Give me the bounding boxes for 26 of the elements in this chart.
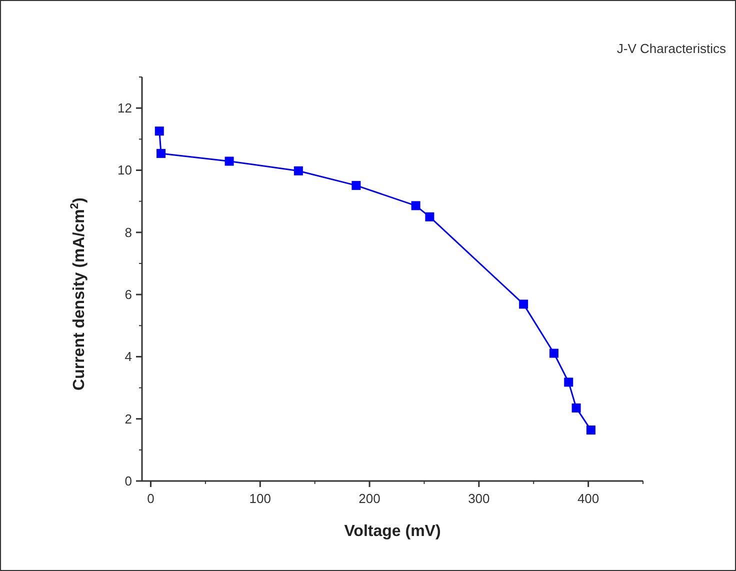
x-tick-label: 0: [147, 491, 154, 506]
x-tick-label: 400: [577, 491, 600, 506]
x-axis-title: Voltage (mV): [344, 523, 441, 540]
y-tick-label: 6: [124, 287, 132, 302]
point: [519, 300, 528, 309]
y-tick-label: 10: [118, 162, 132, 178]
point: [586, 426, 596, 435]
point: [564, 378, 574, 387]
point: [294, 166, 303, 176]
point: [549, 348, 558, 358]
point: [156, 148, 166, 158]
y-tick-label: 0: [124, 474, 132, 488]
text: J-V Characteristics: [616, 41, 726, 56]
point: [411, 201, 420, 210]
y-tick-label: 8: [124, 224, 132, 240]
point: [425, 212, 434, 222]
x-tick-label: 300: [468, 491, 490, 506]
y-tick-label: 12: [118, 100, 132, 116]
point: [572, 403, 581, 412]
y-tick-label: 4: [124, 349, 132, 364]
point: [224, 156, 234, 166]
point: [352, 180, 361, 190]
x-tick-label: 100: [249, 491, 271, 506]
point: [154, 126, 164, 136]
x-tick-label: 200: [358, 491, 380, 506]
y-tick-label: 2: [124, 411, 132, 426]
